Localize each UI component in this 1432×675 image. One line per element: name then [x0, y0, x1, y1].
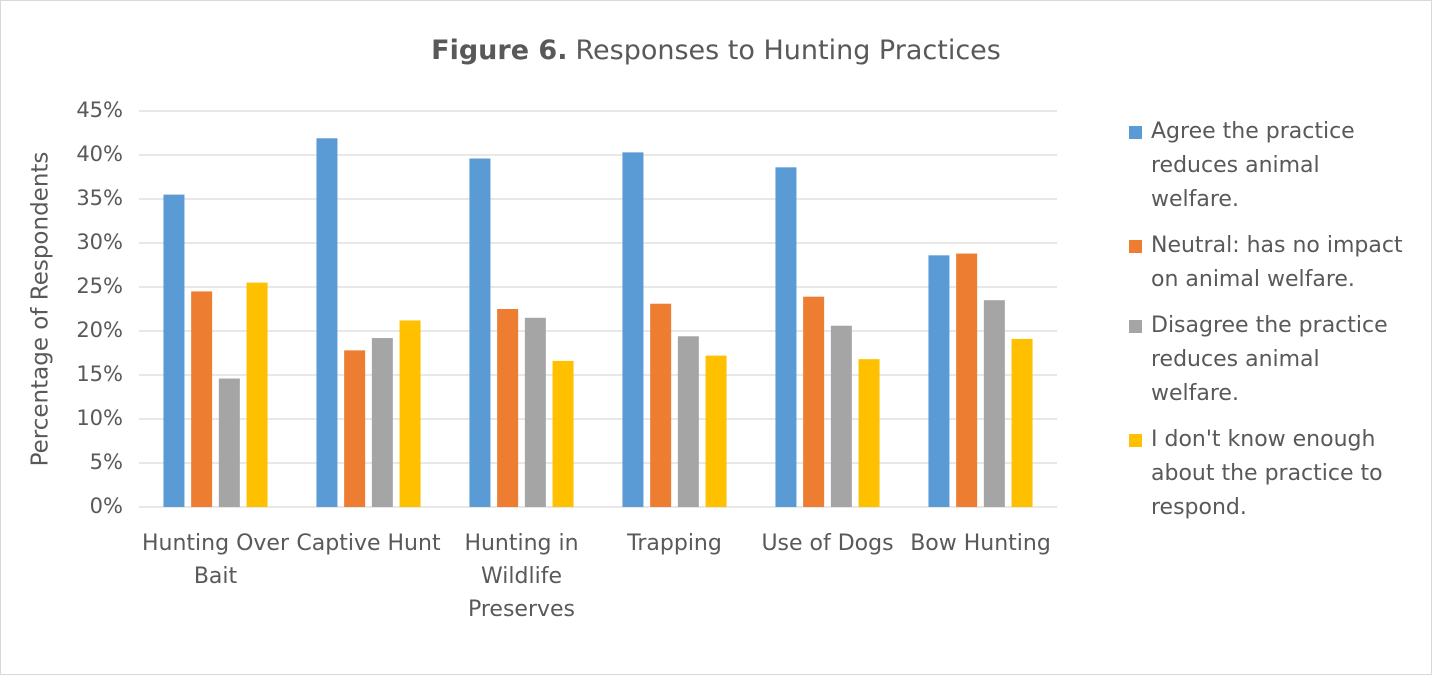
- bar: [622, 152, 644, 508]
- bar: [830, 325, 852, 507]
- bar: [218, 378, 240, 507]
- legend-swatch: [1129, 126, 1142, 139]
- y-tick-label: 45%: [76, 98, 123, 122]
- bar: [524, 317, 546, 507]
- legend-entry: I don't know enough about the practice t…: [1129, 423, 1409, 525]
- legend-entry: Disagree the practice reduces animal wel…: [1129, 309, 1409, 411]
- legend-swatch: [1129, 240, 1142, 253]
- y-tick-label: 5%: [90, 450, 123, 474]
- y-tick-label: 15%: [76, 362, 123, 386]
- legend: Agree the practice reduces animal welfar…: [1129, 115, 1409, 537]
- y-tick-label: 0%: [90, 494, 123, 518]
- bar: [163, 194, 185, 507]
- bar: [803, 296, 825, 507]
- legend-swatch: [1129, 434, 1142, 447]
- x-tick-label: Bow Hunting: [910, 531, 1051, 556]
- title-label: Figure 6.: [431, 35, 567, 66]
- bar: [928, 255, 950, 507]
- bar: [552, 360, 574, 507]
- y-tick-label: 25%: [76, 274, 123, 298]
- x-tick-label: Hunting in Wildlife Preserves: [464, 531, 579, 622]
- x-tick-label: Hunting Over Bait: [142, 531, 289, 589]
- legend-swatch: [1129, 320, 1142, 333]
- title-text: Responses to Hunting Practices: [575, 35, 1000, 66]
- bar: [858, 359, 880, 507]
- bar: [1011, 338, 1033, 507]
- bar: [399, 320, 421, 507]
- bar: [775, 167, 797, 507]
- bar: [316, 138, 338, 507]
- x-tick-label: Captive Hunt: [296, 531, 441, 556]
- y-tick-label: 35%: [76, 186, 123, 210]
- chart-title: Figure 6. Responses to Hunting Practices: [431, 35, 1001, 66]
- legend-entry: Agree the practice reduces animal welfar…: [1129, 115, 1409, 217]
- x-tick-label: Trapping: [627, 531, 722, 556]
- y-tick-label: 30%: [76, 230, 123, 254]
- x-tick-label: Use of Dogs: [761, 531, 894, 556]
- bar: [344, 350, 366, 507]
- bar: [497, 309, 519, 507]
- y-axis-label: Percentage of Respondents: [28, 152, 54, 467]
- bar: [956, 253, 978, 507]
- y-tick-label: 10%: [76, 406, 123, 430]
- bar: [677, 336, 699, 507]
- y-tick-label: 40%: [76, 142, 123, 166]
- bar: [983, 300, 1005, 507]
- bar: [191, 291, 213, 507]
- bar: [469, 158, 491, 507]
- bar: [246, 282, 268, 507]
- legend-entry: Neutral: has no impact on animal welfare…: [1129, 229, 1409, 297]
- bar: [371, 338, 393, 507]
- y-tick-label: 20%: [76, 318, 123, 342]
- bar: [650, 303, 672, 507]
- bar: [705, 355, 727, 507]
